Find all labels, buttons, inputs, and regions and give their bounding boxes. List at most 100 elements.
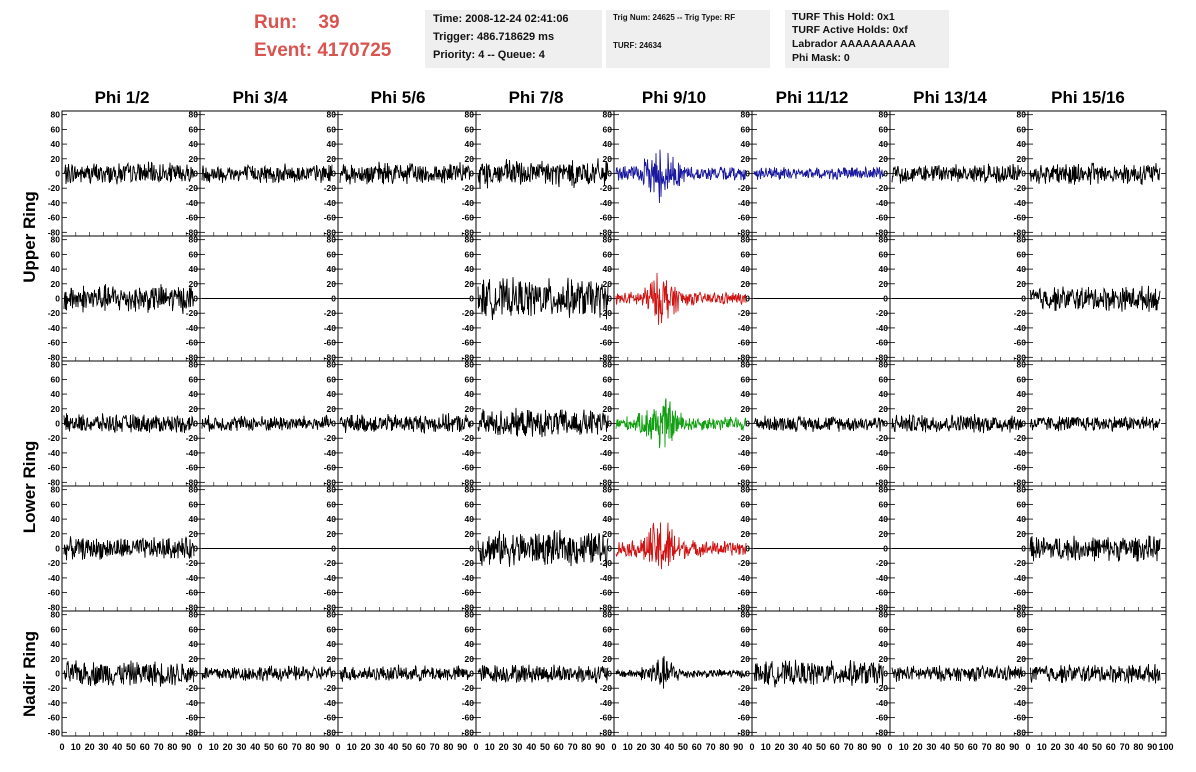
y-tick-label-r3-c7: 0 [1021, 544, 1026, 554]
y-tick-label-r3-c2: -20 [324, 558, 337, 568]
y-tick-label-r1-c1: -40 [186, 323, 199, 333]
waveform-r2-c5 [753, 415, 885, 432]
y-tick-label-r4-c5: -80 [738, 727, 751, 737]
phi-header-6: Phi 11/12 [775, 88, 849, 107]
waveform-r2-c1 [201, 414, 333, 432]
x-tick-label-c5: 60 [830, 742, 840, 752]
y-tick-label-r3-c1: -40 [186, 573, 199, 583]
y-tick-label-r4-c4: -80 [600, 727, 613, 737]
y-tick-label-r0-c5: -20 [738, 183, 751, 193]
y-tick-label-r3-c7: 40 [1017, 514, 1027, 524]
x-tick-label-c7: 60 [1106, 742, 1116, 752]
y-tick-label-r4-c5: 40 [741, 639, 751, 649]
y-tick-label-r2-c3: 20 [465, 404, 475, 414]
y-tick-label-r2-c6: -60 [876, 463, 889, 473]
y-tick-label-r1-c2: -20 [324, 308, 337, 318]
phi-header-5: Phi 9/10 [641, 88, 707, 107]
y-tick-label-r3-c6: 80 [879, 485, 889, 495]
phi-header-3: Phi 5/6 [370, 88, 426, 107]
y-tick-label-r0-c1: 80 [189, 110, 199, 120]
y-tick-label-r2-c0: -40 [48, 448, 61, 458]
y-tick-label-r0-c6: 40 [879, 139, 889, 149]
run-value: 39 [318, 12, 340, 33]
y-tick-label-r1-c0: 80 [51, 235, 61, 245]
y-tick-label-r2-c5: -80 [738, 477, 751, 487]
y-tick-label-r2-c5: 20 [741, 404, 751, 414]
turf-text: TURF: 24634 [613, 41, 662, 50]
y-tick-label-r4-c6: 60 [879, 624, 889, 634]
y-tick-label-r0-c0: -20 [48, 183, 61, 193]
y-tick-label-r1-c4: -20 [600, 308, 613, 318]
y-tick-label-r0-c3: -40 [462, 198, 475, 208]
y-tick-label-r4-c2: 20 [327, 654, 337, 664]
x-tick-label-c5: 0 [749, 742, 754, 752]
y-tick-label-r4-c2: -20 [324, 683, 337, 693]
x-tick-label-c6: 70 [982, 742, 992, 752]
y-tick-label-r0-c7: -40 [1014, 198, 1027, 208]
y-tick-label-r3-c2: 80 [327, 485, 337, 495]
y-tick-label-r0-c1: -80 [186, 227, 199, 237]
y-tick-label-r0-c0: -40 [48, 198, 61, 208]
x-tick-label-c7: 50 [1092, 742, 1102, 752]
y-tick-label-r3-c0: -60 [48, 588, 61, 598]
y-tick-label-r4-c2: -60 [324, 713, 337, 723]
x-tick-label-c3: 10 [485, 742, 495, 752]
y-tick-label-r3-c4: 40 [603, 514, 613, 524]
y-tick-label-r0-c1: 0 [193, 169, 198, 179]
x-tick-label-c7: 40 [1078, 742, 1088, 752]
y-tick-label-r2-c2: -60 [324, 463, 337, 473]
y-tick-label-r1-c7: -20 [1014, 308, 1027, 318]
y-tick-label-r4-c3: 80 [465, 610, 475, 620]
y-tick-label-r0-c6: -20 [876, 183, 889, 193]
x-tick-label-c0: 80 [167, 742, 177, 752]
y-tick-label-r4-c1: 80 [189, 610, 199, 620]
y-tick-label-r1-c1: 60 [189, 249, 199, 259]
y-tick-label-r1-c4: -80 [600, 352, 613, 362]
y-tick-label-r4-c3: -20 [462, 683, 475, 693]
y-tick-label-r2-c6: 40 [879, 389, 889, 399]
waveform-r1-c3 [477, 277, 609, 321]
x-tick-label-c1: 50 [264, 742, 274, 752]
y-tick-label-r2-c1: -60 [186, 463, 199, 473]
y-tick-label-r0-c2: -40 [324, 198, 337, 208]
y-tick-label-r1-c4: 20 [603, 279, 613, 289]
y-tick-label-r4-c5: 60 [741, 624, 751, 634]
x-tick-label-c0: 20 [85, 742, 95, 752]
y-tick-label-r1-c6: 40 [879, 264, 889, 274]
y-tick-label-r2-c5: -20 [738, 433, 751, 443]
y-tick-label-r1-c3: 80 [465, 235, 475, 245]
y-tick-label-r4-c7: 20 [1017, 654, 1027, 664]
y-tick-label-r3-c6: 20 [879, 529, 889, 539]
y-tick-label-r2-c2: 0 [331, 419, 336, 429]
y-tick-label-r2-c6: 60 [879, 374, 889, 384]
time-text: Time: 2008-12-24 02:41:06 [433, 13, 569, 25]
y-tick-label-r2-c4: 60 [603, 374, 613, 384]
y-tick-label-r1-c7: -80 [1014, 352, 1027, 362]
y-tick-label-r1-c3: -80 [462, 352, 475, 362]
x-tick-label-c1: 90 [319, 742, 329, 752]
y-tick-label-r1-c5: -40 [738, 323, 751, 333]
y-tick-label-r2-c0: -20 [48, 433, 61, 443]
y-tick-label-r0-c5: -40 [738, 198, 751, 208]
x-tick-label-c6: 60 [968, 742, 978, 752]
y-tick-label-r2-c6: -40 [876, 448, 889, 458]
y-tick-label-r0-c7: 0 [1021, 169, 1026, 179]
y-tick-label-r4-c4: 80 [603, 610, 613, 620]
y-tick-label-r1-c0: -20 [48, 308, 61, 318]
y-tick-label-r3-c2: -40 [324, 573, 337, 583]
y-tick-label-r3-c1: 80 [189, 485, 199, 495]
y-tick-label-r2-c0: 60 [51, 374, 61, 384]
y-tick-label-r3-c4: -40 [600, 573, 613, 583]
y-tick-label-r1-c6: 0 [883, 294, 888, 304]
y-tick-label-r2-c2: 80 [327, 360, 337, 370]
x-tick-label-c5: 80 [857, 742, 867, 752]
y-tick-label-r2-c4: 20 [603, 404, 613, 414]
y-tick-label-r4-c3: 20 [465, 654, 475, 664]
y-tick-label-r4-c1: -40 [186, 698, 199, 708]
y-tick-label-r2-c1: -80 [186, 477, 199, 487]
x-tick-label-c2: 70 [430, 742, 440, 752]
x-tick-label-c7: 70 [1120, 742, 1130, 752]
y-tick-label-r3-c0: -20 [48, 558, 61, 568]
y-tick-label-r4-c7: -20 [1014, 683, 1027, 693]
